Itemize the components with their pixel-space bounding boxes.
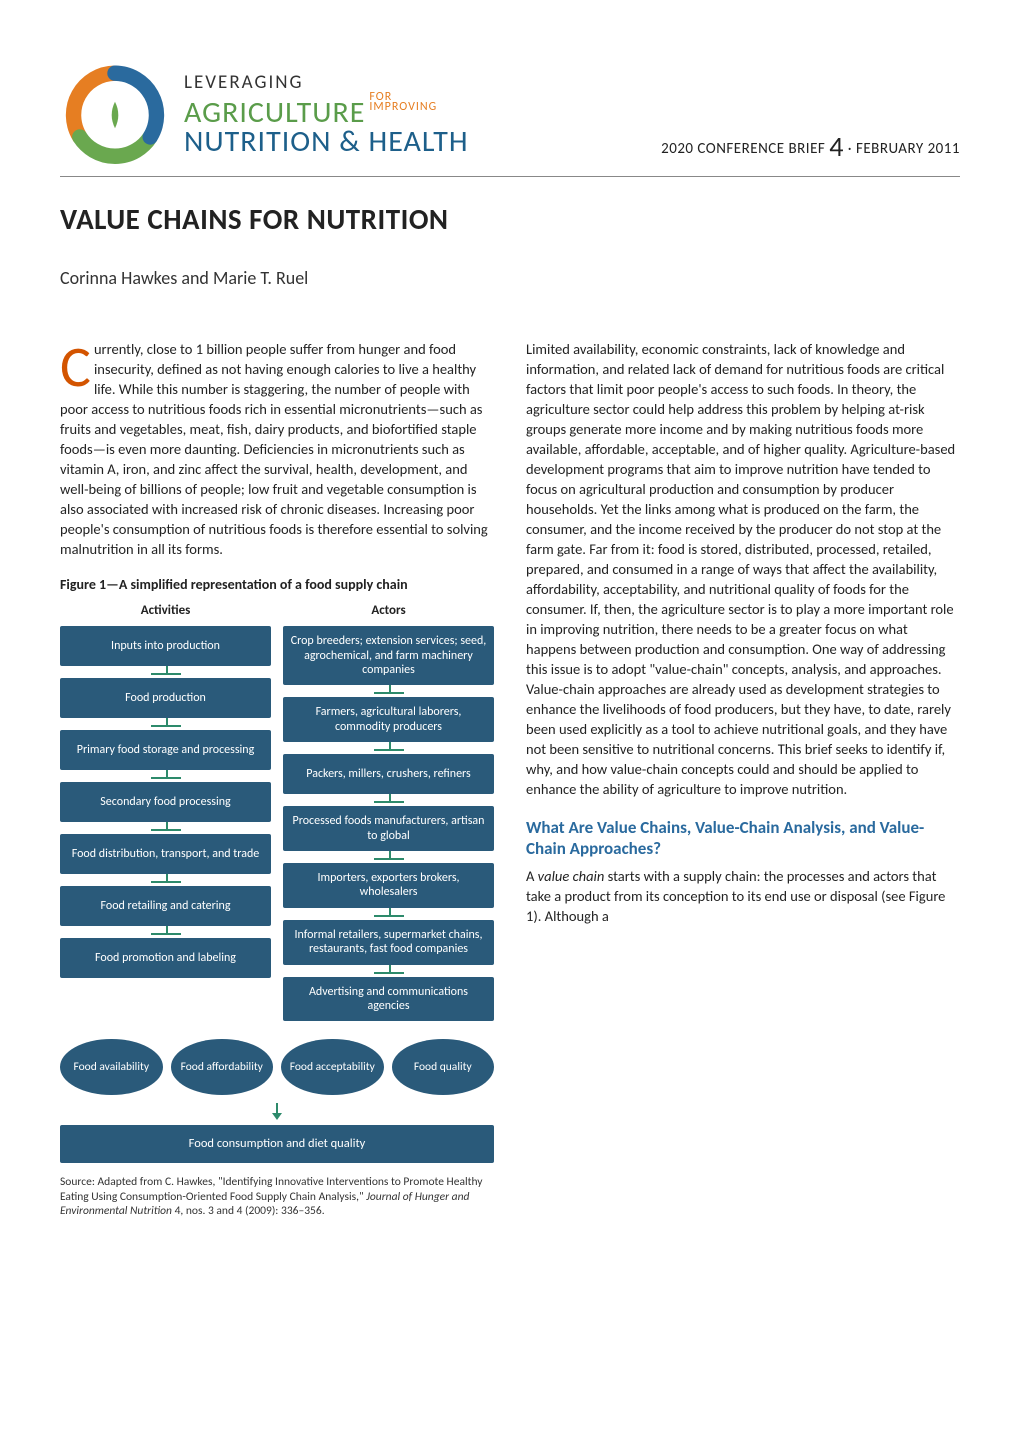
connector [60,770,271,782]
activity-box: Food promotion and labeling [60,938,271,978]
para-2: Limited availability, economic constrain… [526,339,960,799]
arrow-down-icon [60,1103,494,1121]
actor-box: Advertising and communications agencies [283,977,494,1022]
actor-box: Importers, exporters brokers, wholesaler… [283,863,494,908]
header-rule [60,176,960,177]
logo-line1: LEVERAGING [184,73,469,92]
logo-text: LEVERAGING AGRICULTUREFORIMPROVING NUTRI… [184,73,469,158]
logo-icon [60,60,170,170]
authors: Corinna Hawkes and Marie T. Ruel [60,267,960,289]
activity-box: Food retailing and catering [60,886,271,926]
connector [60,874,271,886]
connector [60,666,271,678]
section-heading: What Are Value Chains, Value-Chain Analy… [526,817,960,860]
figure-columns: Activities Inputs into production Food p… [60,602,494,1021]
actors-head: Actors [283,602,494,620]
connector [283,685,494,697]
connector [283,908,494,920]
activity-box: Primary food storage and processing [60,730,271,770]
activities-head: Activities [60,602,271,620]
activities-column: Activities Inputs into production Food p… [60,602,271,1021]
page-header: LEVERAGING AGRICULTUREFORIMPROVING NUTRI… [60,60,960,170]
figure-source: Source: Adapted from C. Hawkes, "Identif… [60,1175,494,1220]
activity-box: Food production [60,678,271,718]
activity-box: Secondary food processing [60,782,271,822]
connector [60,822,271,834]
connector [60,926,271,938]
body-columns: Currently, close to 1 billion people suf… [60,339,960,1219]
connector [283,742,494,754]
logo-block: LEVERAGING AGRICULTUREFORIMPROVING NUTRI… [60,60,469,170]
connector [283,794,494,806]
actor-box: Crop breeders; extension services; seed,… [283,626,494,685]
actor-box: Informal retailers, supermarket chains, … [283,920,494,965]
outcome-oval: Food quality [392,1039,495,1095]
connector [60,718,271,730]
actor-box: Packers, millers, crushers, refiners [283,754,494,794]
figure-title: Figure 1—A simplified representation of … [60,575,494,594]
actor-box: Farmers, agricultural laborers, commodit… [283,697,494,742]
connector [283,851,494,863]
outcome-oval: Food availability [60,1039,163,1095]
conference-reference: 2020 CONFERENCE BRIEF 4 · FEBRUARY 2011 [661,129,960,170]
page-title: VALUE CHAINS FOR NUTRITION [60,201,960,237]
consumption-box: Food consumption and diet quality [60,1125,494,1162]
actors-column: Actors Crop breeders; extension services… [283,602,494,1021]
outcome-oval: Food affordability [171,1039,274,1095]
connector [283,965,494,977]
figure-1: Figure 1—A simplified representation of … [60,575,494,1219]
outcome-oval: Food acceptability [281,1039,384,1095]
para-1: Currently, close to 1 billion people suf… [60,339,494,559]
logo-line3: NUTRITION & HEALTH [184,127,469,157]
para-3: A value chain starts with a supply chain… [526,866,960,926]
ovals-row: Food availability Food affordability Foo… [60,1039,494,1095]
actor-box: Processed foods manufacturers, artisan t… [283,806,494,851]
activity-box: Food distribution, transport, and trade [60,834,271,874]
logo-line2: AGRICULTUREFORIMPROVING [184,92,469,128]
dropcap: C [60,343,91,391]
activity-box: Inputs into production [60,626,271,666]
